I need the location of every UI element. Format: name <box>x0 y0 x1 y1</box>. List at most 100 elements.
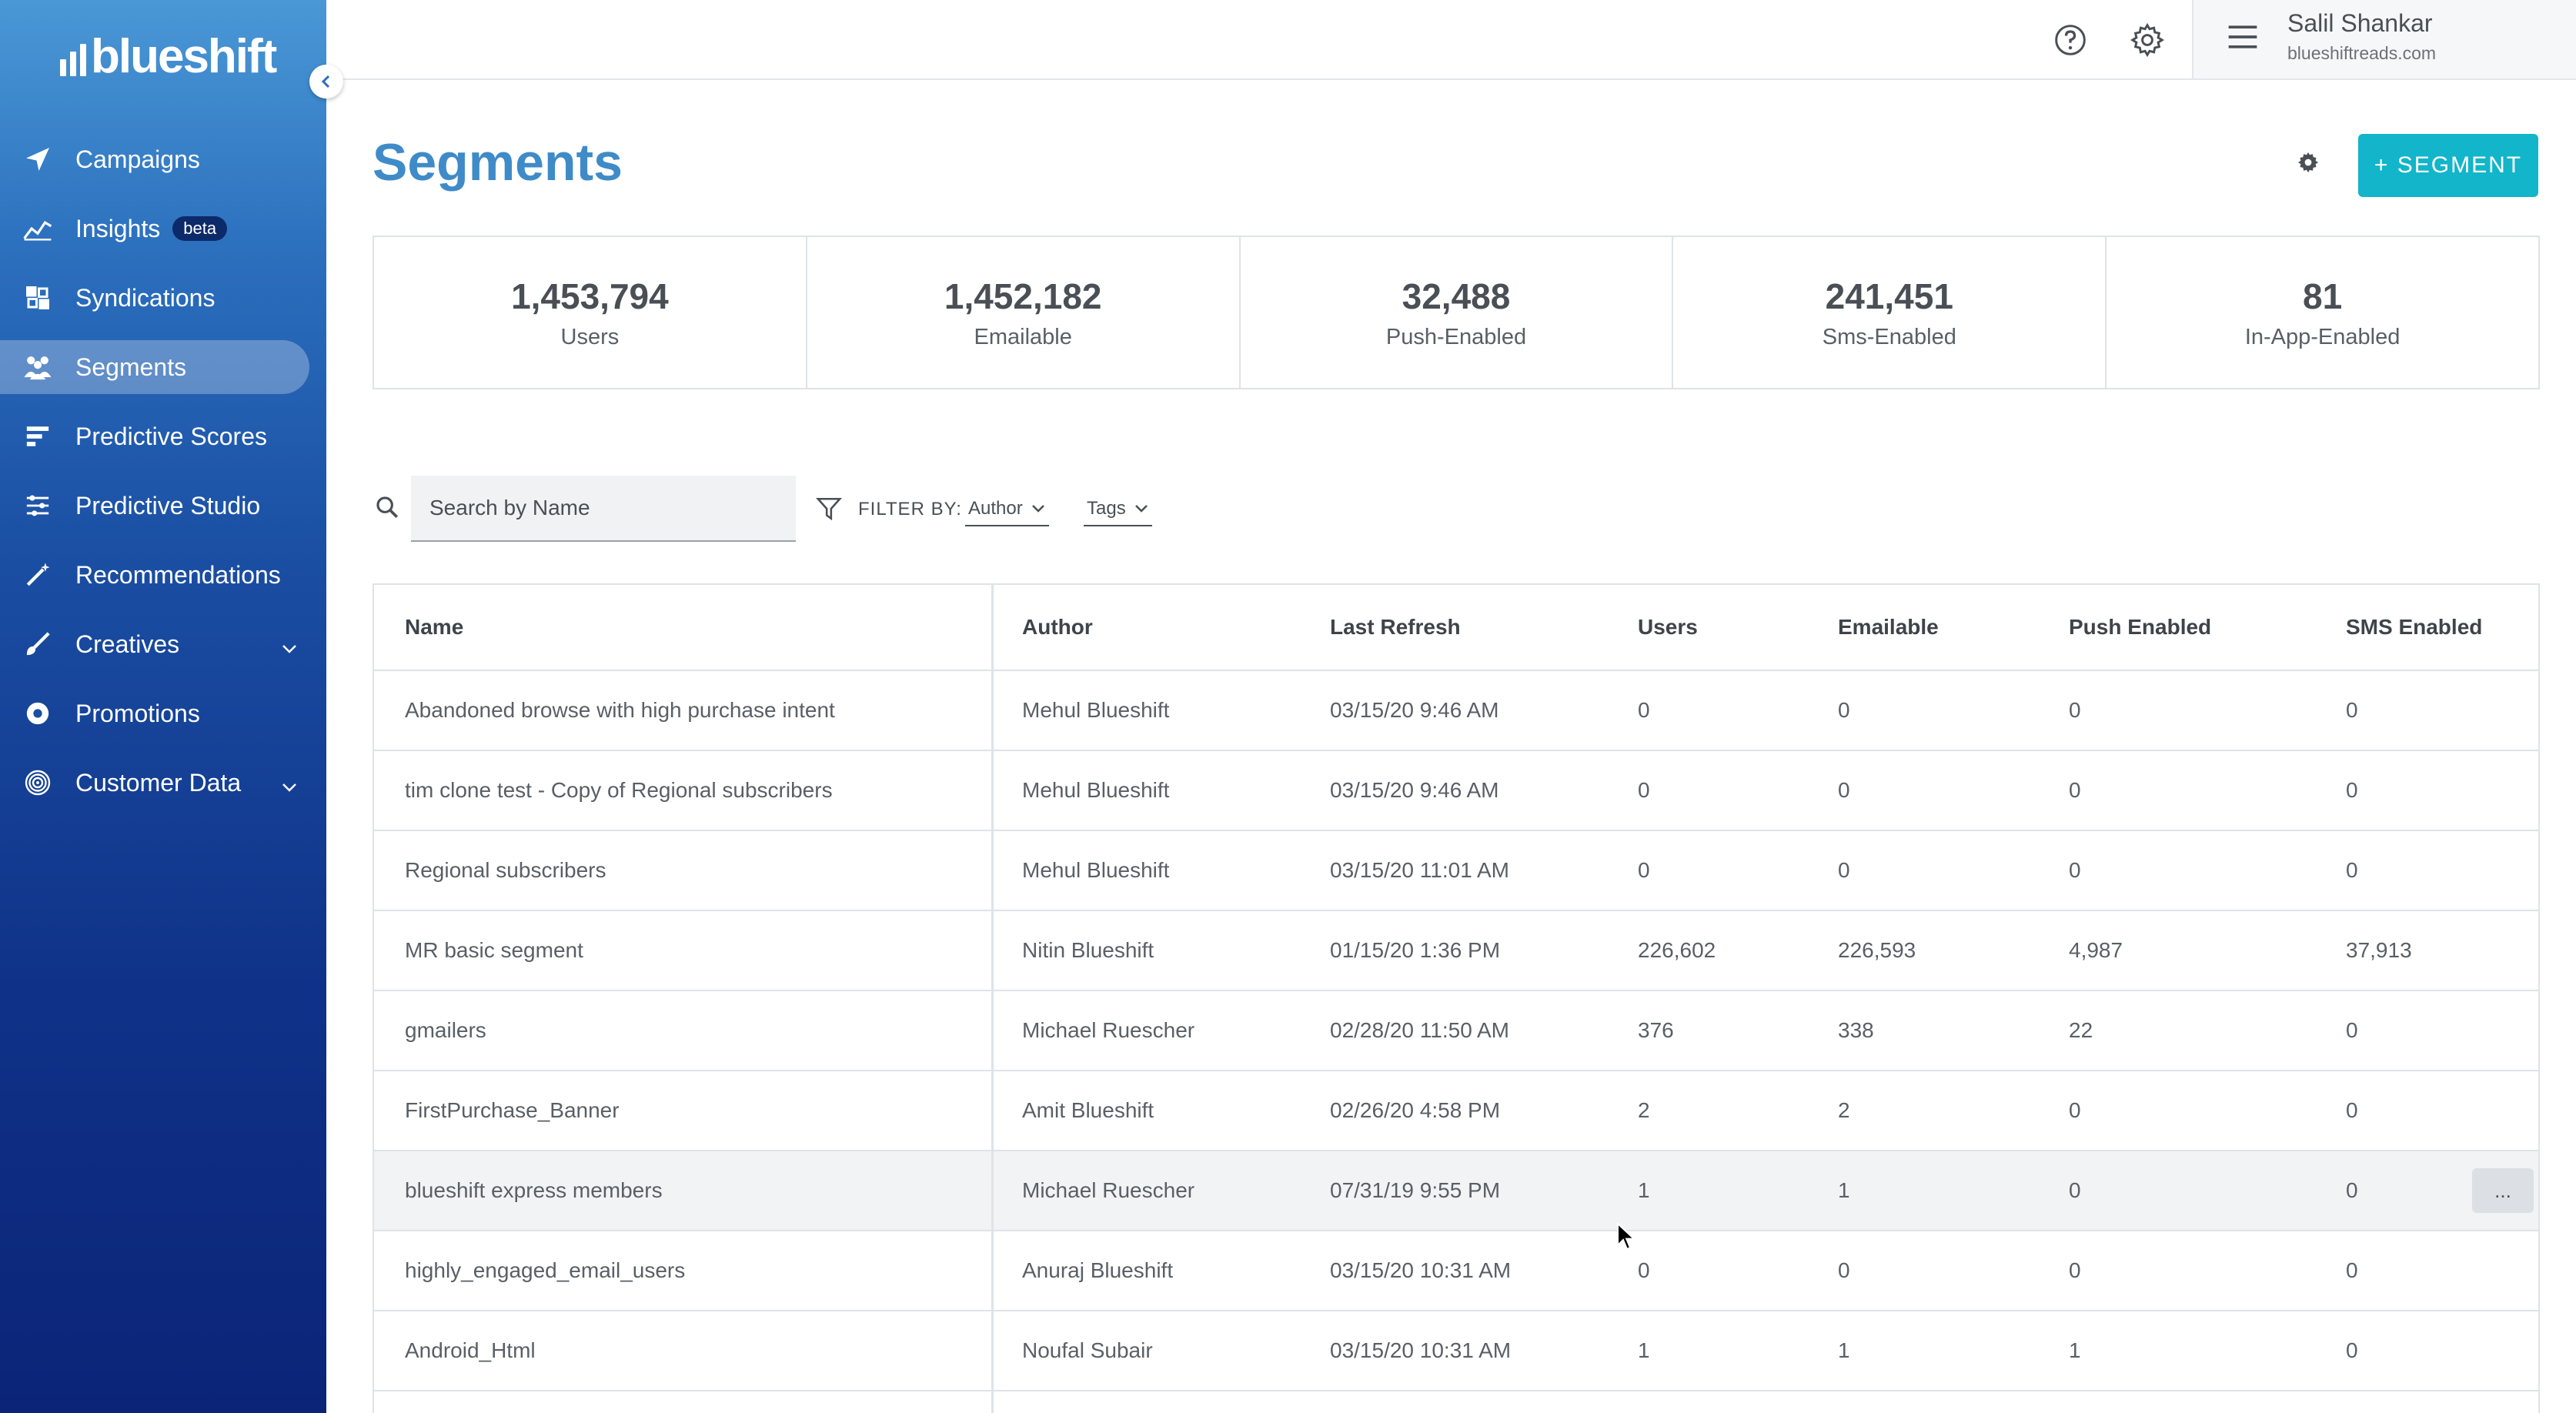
table-row[interactable]: highly_engaged_email_users Anuraj Bluesh… <box>374 1231 2538 1311</box>
segment-name[interactable]: highly_engaged_email_users <box>405 1258 686 1282</box>
segment-name[interactable]: gmailers <box>405 1018 486 1042</box>
sidebar: blueshift Campaigns Insights beta Syndic… <box>0 0 326 1413</box>
stat-users: 1,453,794 Users <box>374 237 807 388</box>
stat-value: 1,453,794 <box>511 276 669 316</box>
sidebar-item-label: Creatives <box>75 630 180 658</box>
search-icon <box>374 494 400 524</box>
segment-author: Michael Ruescher <box>1022 1018 1195 1042</box>
sliders-icon <box>22 489 54 522</box>
column-header-emailable[interactable]: Emailable <box>1838 615 1939 639</box>
sidebar-item-label: Customer Data <box>75 768 242 797</box>
segment-sms-enabled: 0 <box>2346 778 2358 802</box>
sidebar-item-predictive-scores[interactable]: Predictive Scores <box>0 402 326 471</box>
column-header-sms-enabled[interactable]: SMS Enabled <box>2346 615 2483 639</box>
column-header-last-refresh[interactable]: Last Refresh <box>1330 615 1461 639</box>
column-resize-handle[interactable] <box>991 585 994 670</box>
paper-plane-icon <box>22 143 54 175</box>
segment-last-refresh: 03/15/20 10:31 AM <box>1330 1338 1512 1362</box>
segment-last-refresh: 01/15/20 1:36 PM <box>1330 938 1501 962</box>
blueshift-logo[interactable]: blueshift <box>60 29 277 84</box>
segment-author: Amit Blueshift <box>1022 1098 1154 1122</box>
segment-name[interactable]: Android_Html <box>405 1338 536 1362</box>
sidebar-item-campaigns[interactable]: Campaigns <box>0 125 326 194</box>
table-row[interactable]: Abandoned browse with high purchase inte… <box>374 671 2538 751</box>
segment-users: 0 <box>1638 858 1650 882</box>
segment-sms-enabled: 0 <box>2346 858 2358 882</box>
sidebar-item-label: Campaigns <box>75 145 200 173</box>
sidebar-item-syndications[interactable]: Syndications <box>0 263 326 332</box>
table-row[interactable]: tim clone test - Copy of Regional subscr… <box>374 751 2538 831</box>
segment-name[interactable]: Abandoned browse with high purchase inte… <box>405 698 835 722</box>
segment-users: 2 <box>1638 1098 1650 1122</box>
segment-author: Mehul Blueshift <box>1022 698 1170 722</box>
author-dropdown[interactable]: Author <box>965 493 1049 526</box>
segment-emailable: 0 <box>1838 858 1850 882</box>
tags-dropdown[interactable]: Tags <box>1084 493 1152 526</box>
stat-value: 241,451 <box>1825 276 1953 316</box>
segment-name[interactable]: blueshift express members <box>405 1178 663 1202</box>
segment-author: Mehul Blueshift <box>1022 778 1170 802</box>
table-row[interactable]: Android_Html Noufal Subair 03/15/20 10:3… <box>374 1311 2538 1391</box>
chevron-down-icon[interactable] <box>280 771 299 800</box>
column-header-users[interactable]: Users <box>1638 615 1698 639</box>
segment-sms-enabled: 0 <box>2346 1098 2358 1122</box>
sidebar-item-creatives[interactable]: Creatives <box>0 610 326 679</box>
segment-name[interactable]: FirstPurchase_Banner <box>405 1098 620 1122</box>
add-segment-button[interactable]: + SEGMENT <box>2358 134 2538 197</box>
table-row[interactable]: MR basic segment Nitin Blueshift 01/15/2… <box>374 911 2538 991</box>
segment-settings-gear-icon[interactable] <box>2297 151 2320 178</box>
stat-in-app-enabled: 81 In-App-Enabled <box>2107 237 2538 388</box>
sidebar-item-label: Predictive Studio <box>75 491 261 519</box>
user-menu[interactable]: Salil Shankar blueshiftreads.com <box>2192 0 2576 78</box>
segment-push-enabled: 22 <box>2069 1018 2093 1042</box>
segment-name[interactable]: tim clone test - Copy of Regional subscr… <box>405 778 833 802</box>
collapse-sidebar-button[interactable] <box>309 65 343 99</box>
table-row[interactable]: gmailers Michael Ruescher 02/28/20 11:50… <box>374 991 2538 1071</box>
segment-last-refresh: 03/15/20 10:31 AM <box>1330 1258 1512 1282</box>
brush-icon <box>22 628 54 660</box>
sidebar-item-segments[interactable]: Segments <box>0 332 326 402</box>
sidebar-item-predictive-studio[interactable]: Predictive Studio <box>0 471 326 540</box>
line-chart-icon <box>22 212 54 245</box>
segment-emailable: 0 <box>1838 778 1850 802</box>
help-icon[interactable] <box>2050 20 2090 60</box>
table-row[interactable]: Regional subscribers Mehul Blueshift 03/… <box>374 831 2538 911</box>
row-actions-button[interactable]: ... <box>2472 1168 2534 1213</box>
segment-push-enabled: 0 <box>2069 778 2081 802</box>
segments-table: Name Author Last Refresh Users Emailable… <box>373 583 2540 1413</box>
sidebar-item-promotions[interactable]: Promotions <box>0 679 326 748</box>
segment-users: 376 <box>1638 1018 1674 1042</box>
sidebar-item-insights[interactable]: Insights beta <box>0 194 326 263</box>
column-header-push-enabled[interactable]: Push Enabled <box>2069 615 2212 639</box>
sidebar-nav: Campaigns Insights beta Syndications Seg… <box>0 125 326 817</box>
table-row[interactable]: FirstPurchase_Banner Amit Blueshift 02/2… <box>374 1071 2538 1151</box>
column-divider <box>991 1391 994 1413</box>
hamburger-menu-icon[interactable] <box>2226 22 2260 56</box>
segment-name[interactable]: MR basic segment <box>405 938 583 962</box>
column-divider <box>991 831 994 910</box>
sidebar-item-customer-data[interactable]: Customer Data <box>0 748 326 817</box>
segment-push-enabled: 0 <box>2069 698 2081 722</box>
column-header-author[interactable]: Author <box>1022 615 1093 639</box>
column-divider <box>991 1071 994 1150</box>
table-row-hovered[interactable]: blueshift express members Michael Ruesch… <box>374 1151 2538 1231</box>
sidebar-item-label: Predictive Scores <box>75 422 267 450</box>
stats-summary: 1,453,794 Users 1,452,182 Emailable 32,4… <box>373 236 2540 389</box>
chevron-down-icon <box>1134 505 1148 513</box>
sidebar-item-label: Recommendations <box>75 560 281 589</box>
chevron-down-icon[interactable] <box>280 633 299 661</box>
chevron-left-icon <box>321 75 330 89</box>
search-input[interactable] <box>411 476 796 542</box>
table-row-partial[interactable] <box>374 1391 2538 1413</box>
column-divider <box>991 991 994 1070</box>
column-divider <box>991 1311 994 1390</box>
segment-emailable: 1 <box>1838 1178 1850 1202</box>
segment-name[interactable]: Regional subscribers <box>405 858 606 882</box>
sidebar-item-recommendations[interactable]: Recommendations <box>0 540 326 610</box>
segment-last-refresh: 02/28/20 11:50 AM <box>1330 1018 1509 1042</box>
fingerprint-icon <box>22 767 54 799</box>
sidebar-item-label: Insights <box>75 214 161 242</box>
settings-gear-icon[interactable] <box>2127 20 2167 60</box>
column-header-name[interactable]: Name <box>405 615 464 639</box>
segment-author: Michael Ruescher <box>1022 1178 1195 1202</box>
